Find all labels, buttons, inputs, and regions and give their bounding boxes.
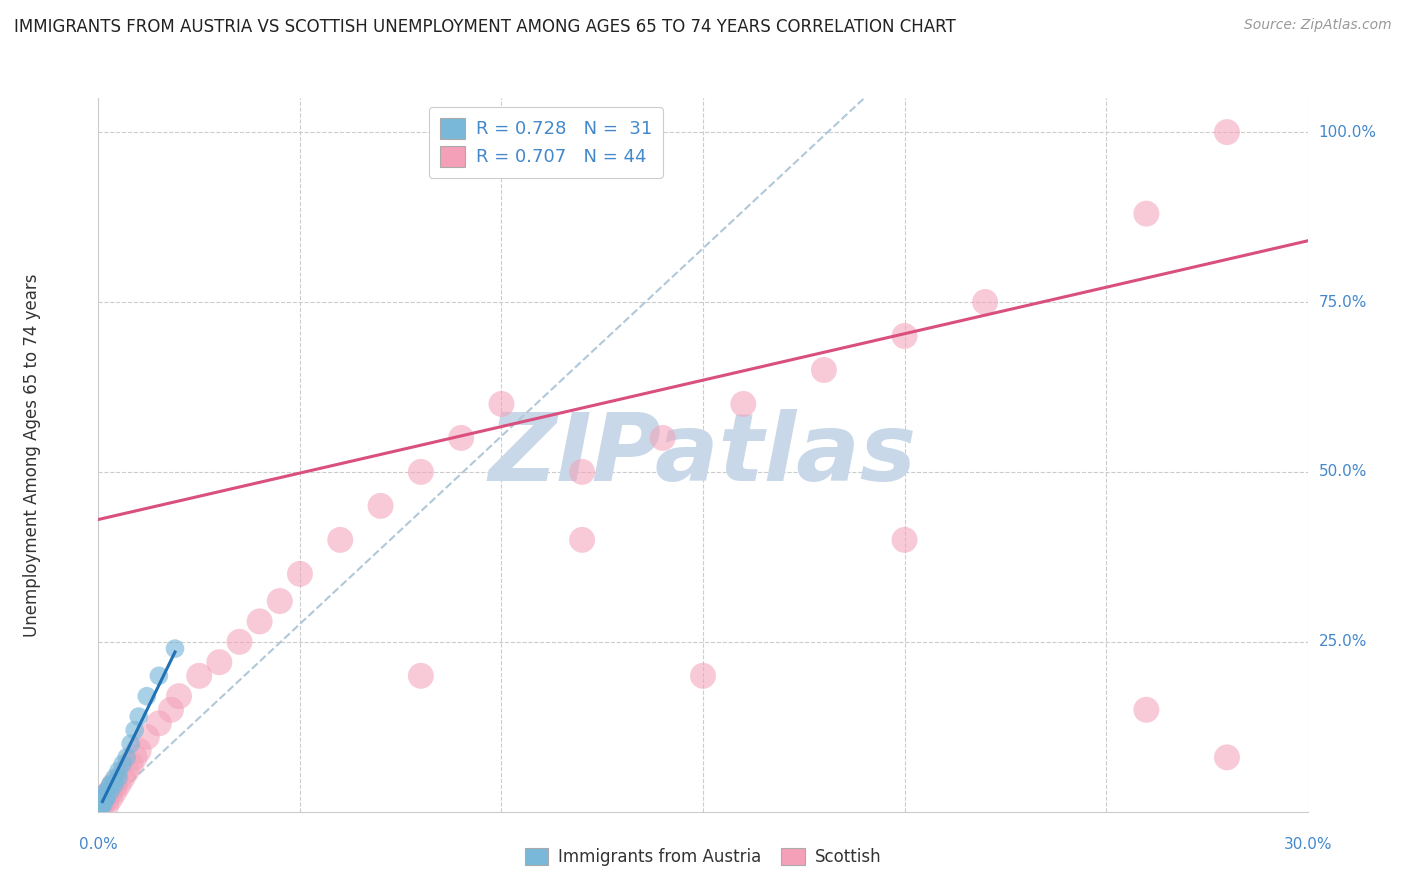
Point [208,655,231,669]
Point [103,778,125,792]
Point [329,533,352,547]
Point [148,669,170,683]
Point [893,329,915,343]
Point [96,791,118,805]
Point [124,723,146,738]
Point [163,641,186,656]
Point [96,784,118,798]
Point [1135,703,1157,717]
Point [107,778,129,792]
Point [89,797,111,812]
Point [100,778,122,792]
Point [91,797,114,812]
Point [128,709,150,723]
Point [692,669,714,683]
Point [135,689,157,703]
Point [93,791,115,805]
Point [94,791,117,805]
Point [571,533,593,547]
Point [91,791,114,805]
Point [228,635,250,649]
Point [893,533,915,547]
Point [100,791,122,805]
Point [111,757,134,772]
Point [96,784,118,798]
Text: 30.0%: 30.0% [1284,837,1331,852]
Text: ZIPatlas: ZIPatlas [489,409,917,501]
Point [111,771,134,785]
Text: Source: ZipAtlas.com: Source: ZipAtlas.com [1244,18,1392,32]
Point [188,669,211,683]
Point [100,784,122,798]
Point [107,764,129,778]
Point [1216,750,1239,764]
Point [128,743,150,757]
Point [813,363,835,377]
Text: 100.0%: 100.0% [1319,125,1376,140]
Point [103,778,125,792]
Point [89,797,111,812]
Text: IMMIGRANTS FROM AUSTRIA VS SCOTTISH UNEMPLOYMENT AMONG AGES 65 TO 74 YEARS CORRE: IMMIGRANTS FROM AUSTRIA VS SCOTTISH UNEM… [14,18,956,36]
Point [249,615,271,629]
Point [124,750,146,764]
Point [450,431,472,445]
Text: 0.0%: 0.0% [79,837,118,852]
Point [103,771,125,785]
Point [89,797,111,812]
Point [94,791,117,805]
Point [120,757,142,772]
Point [733,397,755,411]
Point [370,499,392,513]
Legend: Immigrants from Austria, Scottish: Immigrants from Austria, Scottish [516,840,890,875]
Point [89,797,111,812]
Point [90,797,112,812]
Point [90,797,112,812]
Point [115,764,138,778]
Point [160,703,183,717]
Point [1216,125,1239,139]
Point [167,689,190,703]
Point [90,797,112,812]
Text: 75.0%: 75.0% [1319,294,1367,310]
Point [409,669,432,683]
Point [1135,207,1157,221]
Text: 25.0%: 25.0% [1319,634,1367,649]
Point [100,778,122,792]
Point [974,295,997,310]
Point [409,465,432,479]
Point [571,465,593,479]
Point [120,737,142,751]
Point [115,750,138,764]
Text: Unemployment Among Ages 65 to 74 years: Unemployment Among Ages 65 to 74 years [22,273,41,637]
Point [651,431,673,445]
Point [107,771,129,785]
Point [103,784,125,798]
Point [491,397,513,411]
Point [91,791,114,805]
Point [269,594,291,608]
Point [135,730,157,744]
Point [91,791,114,805]
Point [288,566,311,581]
Point [93,791,115,805]
Point [91,797,114,812]
Point [96,797,118,812]
Point [100,784,122,798]
Point [148,716,170,731]
Text: 50.0%: 50.0% [1319,465,1367,479]
Point [96,791,118,805]
